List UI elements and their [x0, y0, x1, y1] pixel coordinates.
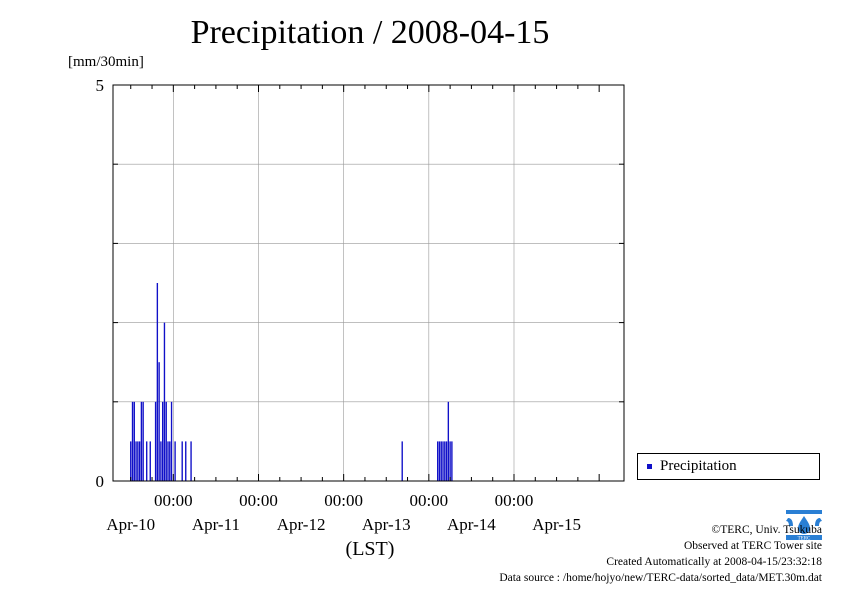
terc-logo: TERC [784, 504, 824, 540]
chart-title: Precipitation / 2008-04-15 [190, 14, 550, 51]
x-time-label: 00:00 [239, 491, 278, 510]
x-time-label: 00:00 [154, 491, 193, 510]
grid-lines [113, 85, 624, 481]
precip-bar [174, 441, 176, 481]
precip-bar [401, 441, 403, 481]
logo-text: TERC [798, 536, 811, 540]
precip-bar [185, 441, 187, 481]
legend-swatch [647, 464, 652, 469]
y-tick-label: 0 [96, 472, 105, 491]
x-date-label: Apr-14 [447, 515, 496, 534]
precip-bar [158, 362, 160, 481]
precip-bar [165, 401, 167, 481]
precip-bar [135, 441, 137, 481]
x-date-label: Apr-11 [192, 515, 240, 534]
precip-bar [444, 441, 446, 481]
precip-bar [137, 441, 139, 481]
bar-series [130, 283, 453, 481]
precip-bar [138, 441, 141, 481]
created-text: Created Automatically at 2008-04-15/23:3… [606, 556, 822, 568]
precip-bar [438, 441, 441, 481]
precip-bar [437, 441, 439, 481]
precip-bar [442, 441, 444, 481]
x-date-label: Apr-10 [106, 515, 155, 534]
precip-bar [140, 401, 143, 481]
copyright-text: ©TERC, Univ. Tsukuba [711, 524, 822, 536]
x-time-label: 00:00 [324, 491, 363, 510]
precip-bar [156, 283, 159, 481]
precip-bar [181, 441, 183, 481]
x-date-label: Apr-15 [532, 515, 581, 534]
precip-bar [160, 441, 162, 481]
precip-bar [130, 441, 132, 481]
precip-bar [449, 441, 451, 481]
precip-bar [447, 401, 450, 481]
x-time-label: 00:00 [409, 491, 448, 510]
plot-border [112, 84, 625, 482]
precip-bar [169, 441, 171, 481]
precip-bar [451, 441, 453, 481]
precip-bar [163, 322, 166, 481]
precip-bar [170, 401, 173, 481]
x-axis-label: (LST) [346, 538, 395, 560]
y-axis-unit-label: [mm/30min] [68, 54, 144, 70]
precip-bar [167, 441, 169, 481]
precip-bar [190, 441, 192, 481]
precip-bar [146, 441, 148, 481]
precip-bar [133, 401, 135, 481]
axis-labels: 0 5 00:00 00:00 00:00 00:00 00:00 Apr-10 Apr-11 A… [96, 76, 581, 560]
precip-bar [440, 441, 442, 481]
x-time-label: 00:00 [495, 491, 534, 510]
x-date-label: Apr-12 [277, 515, 326, 534]
credits-block: ©TERC, Univ. Tsukuba Observed at TERC To… [499, 522, 822, 586]
precip-bar [131, 401, 134, 481]
precip-bar [161, 401, 164, 481]
x-date-label: Apr-13 [362, 515, 411, 534]
legend-label: Precipitation [660, 458, 737, 474]
y-tick-label: 5 [96, 76, 105, 95]
precip-bar [445, 441, 448, 481]
precip-bar [142, 401, 144, 481]
plot-frame [112, 84, 625, 482]
source-text: Data source : /home/hojyo/new/TERC-data/… [499, 572, 822, 584]
legend: Precipitation [637, 453, 820, 480]
precip-bar [154, 401, 157, 481]
precip-bar [149, 441, 151, 481]
observed-text: Observed at TERC Tower site [683, 540, 822, 552]
